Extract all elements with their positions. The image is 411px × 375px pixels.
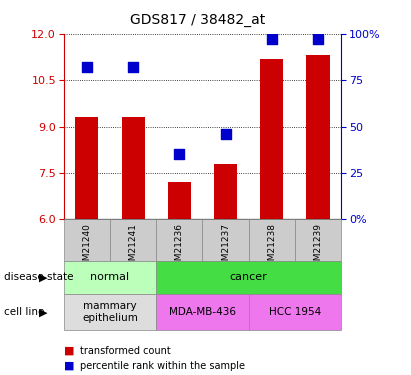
Point: [130, 64, 136, 70]
Point: [315, 36, 321, 42]
Text: ■: ■: [64, 346, 74, 355]
Bar: [156, 261, 341, 294]
Bar: [203, 219, 249, 261]
Bar: [168, 182, 191, 219]
Text: mammary
epithelium: mammary epithelium: [82, 302, 138, 323]
Bar: [295, 219, 341, 261]
Bar: [64, 294, 156, 330]
Text: HCC 1954: HCC 1954: [269, 307, 321, 317]
Bar: [307, 56, 330, 219]
Text: percentile rank within the sample: percentile rank within the sample: [80, 361, 245, 370]
Text: GSM21237: GSM21237: [221, 223, 230, 272]
Text: cancer: cancer: [230, 273, 268, 282]
Text: ■: ■: [64, 361, 74, 370]
Text: disease state: disease state: [4, 273, 74, 282]
Point: [176, 152, 182, 157]
Text: GSM21236: GSM21236: [175, 223, 184, 272]
Bar: [249, 294, 341, 330]
Bar: [110, 219, 156, 261]
Bar: [64, 261, 156, 294]
Text: GDS817 / 38482_at: GDS817 / 38482_at: [129, 13, 265, 27]
Bar: [156, 294, 249, 330]
Bar: [214, 164, 237, 219]
Text: ▶: ▶: [39, 273, 47, 282]
Bar: [260, 58, 283, 219]
Text: transformed count: transformed count: [80, 346, 171, 355]
Text: ▶: ▶: [39, 307, 47, 317]
Text: GSM21238: GSM21238: [267, 223, 276, 272]
Bar: [156, 219, 203, 261]
Bar: [122, 117, 145, 219]
Bar: [249, 219, 295, 261]
Point: [222, 131, 229, 137]
Bar: [64, 219, 110, 261]
Bar: [75, 117, 98, 219]
Text: cell line: cell line: [4, 307, 44, 317]
Text: MDA-MB-436: MDA-MB-436: [169, 307, 236, 317]
Point: [83, 64, 90, 70]
Point: [268, 36, 275, 42]
Text: GSM21240: GSM21240: [82, 223, 91, 272]
Text: normal: normal: [90, 273, 129, 282]
Text: GSM21239: GSM21239: [314, 223, 323, 272]
Text: GSM21241: GSM21241: [129, 223, 138, 272]
